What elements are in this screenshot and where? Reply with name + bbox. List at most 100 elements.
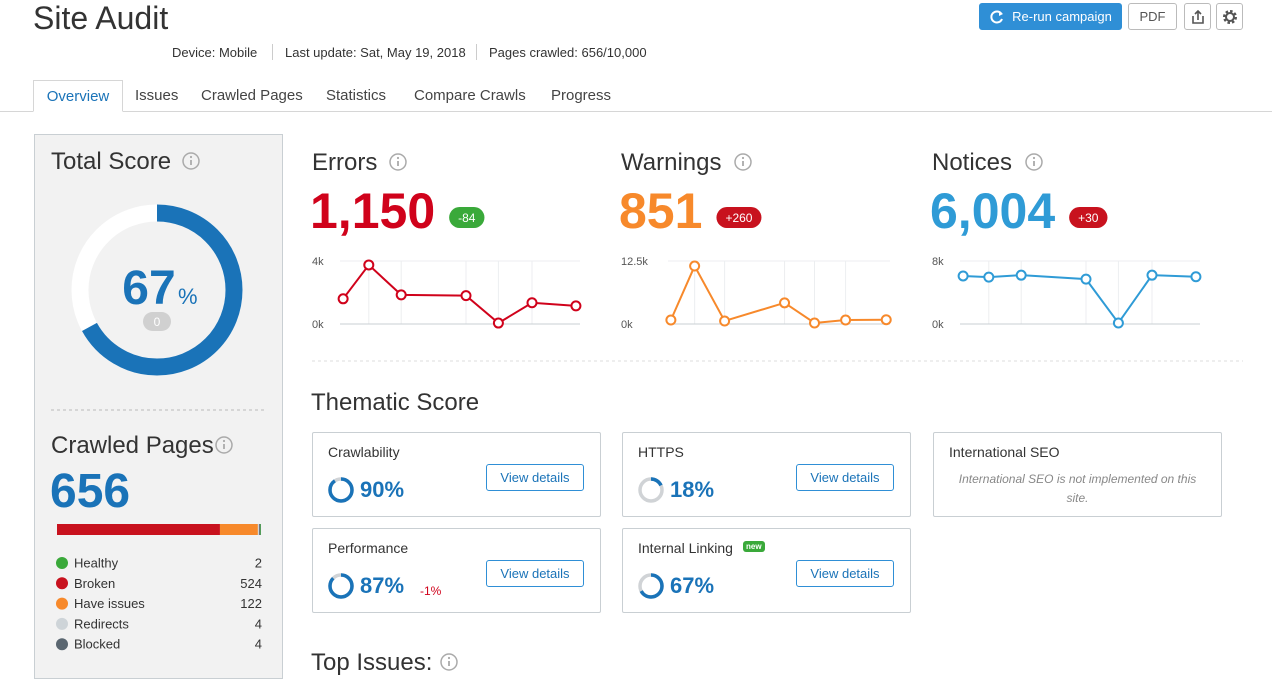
info-dot: [447, 656, 451, 660]
total-score-unit: %: [178, 284, 198, 309]
metric-point: [1190, 271, 1202, 283]
info-dot: [396, 156, 400, 160]
legend-dot: [56, 577, 68, 590]
device: Device: Mobile: [172, 45, 258, 60]
tab[interactable]: Overview: [33, 80, 123, 112]
crawled-bar-segment: [219, 524, 258, 535]
info-icon: [389, 153, 407, 171]
metric-point: [880, 314, 892, 326]
tab[interactable]: Issues: [135, 87, 179, 104]
rerun-button[interactable]: Re-run campaign: [979, 3, 1122, 30]
tab-divider: [0, 111, 1272, 112]
legend-dot: [56, 557, 68, 569]
last-update: Last update: Sat, May 19, 2018: [285, 45, 466, 60]
overview-graphics: Errors 1,150 -84 0k 4k Warnings 851 +260 0k 12.5k…: [310, 149, 1243, 676]
rerun-label: Re-run campaign: [1012, 9, 1112, 24]
metric-line: [669, 263, 887, 325]
metric-point: [363, 259, 375, 271]
share-button[interactable]: [1184, 3, 1211, 30]
chart-tick-label: 4k: [312, 256, 324, 268]
score-panel-graphics: Total Score 67 % 0 Crawled Pages 656 Healthy 2 B…: [50, 148, 265, 652]
info-circle: [1025, 153, 1043, 171]
separator: [476, 44, 477, 60]
pdf-button[interactable]: PDF: [1128, 3, 1177, 30]
metric-point: [1146, 269, 1158, 281]
card-value: 67%: [670, 573, 715, 598]
metric-point: [570, 300, 582, 312]
metric-change-badge: [449, 207, 485, 228]
metric-value: 851: [619, 183, 702, 239]
info-icon: [734, 153, 752, 171]
metric-change: -84: [458, 211, 476, 225]
card-title: International SEO: [949, 444, 1060, 460]
score-arc: [71, 204, 243, 376]
score-panel: [34, 134, 283, 679]
card-title: Internal Linking: [638, 540, 733, 556]
ring-arc: [638, 477, 664, 503]
legend-value: 4: [255, 616, 262, 631]
info-dot: [189, 155, 193, 159]
crawled-bar-segment: [257, 524, 260, 535]
chart-tick-label: 0k: [932, 319, 944, 331]
metric-value: 1,150: [310, 183, 435, 239]
thematic-card: Performance 87% -1% View details: [312, 528, 601, 613]
metric-point: [779, 297, 791, 309]
share-icon: [1191, 9, 1204, 24]
metric-change: +30: [1078, 211, 1099, 225]
view-details-button[interactable]: View details: [796, 464, 894, 491]
card-value: 18%: [670, 477, 715, 502]
pages-crawled: Pages crawled: 656/10,000: [489, 45, 647, 60]
card-title: Crawlability: [328, 444, 400, 460]
card-note: International SEO is not implemented on …: [958, 472, 1197, 505]
score-change-badge: [143, 312, 171, 331]
legend-name: Have issues: [74, 596, 145, 611]
total-score-value: 67: [122, 262, 175, 315]
crawled-pages-title: Crawled Pages: [51, 432, 214, 459]
chart-tick-label: 8k: [932, 256, 944, 268]
thematic-card: Internal Linking new 67% View details: [622, 528, 911, 613]
metric-point: [1112, 317, 1124, 329]
info-circle: [182, 152, 200, 170]
view-details-button[interactable]: View details: [796, 560, 894, 587]
metric-point: [809, 317, 821, 329]
score-ring: [638, 477, 664, 503]
info-circle: [389, 153, 407, 171]
info-dot: [222, 439, 226, 443]
tab[interactable]: Crawled Pages: [201, 87, 303, 104]
score-change: 0: [154, 315, 161, 329]
metric-point: [1080, 273, 1092, 285]
thematic-card: Crawlability 90% View details: [312, 432, 601, 517]
info-circle: [215, 436, 233, 454]
metric-point: [689, 260, 701, 272]
legend-value: 524: [240, 576, 262, 591]
view-details-button[interactable]: View details: [486, 560, 584, 587]
metric-line: [963, 274, 1196, 325]
tab[interactable]: Compare Crawls: [414, 87, 526, 104]
tab[interactable]: Progress: [551, 87, 612, 104]
info-circle: [440, 653, 458, 671]
metric-point: [526, 297, 538, 309]
metric-change: +260: [725, 211, 752, 225]
ring-arc: [638, 573, 664, 599]
tab[interactable]: Statistics: [326, 87, 387, 104]
metric-point: [492, 317, 504, 329]
metric-point: [337, 293, 349, 305]
info-dot: [741, 156, 745, 160]
crawled-bar-segment: [57, 524, 220, 535]
chart-tick-label: 0k: [621, 319, 633, 331]
legend-dot: [56, 638, 68, 651]
top-issues-title: Top Issues:: [311, 649, 432, 676]
chart-tick-label: 0k: [312, 319, 324, 331]
score-ring: [328, 573, 354, 599]
view-details-button[interactable]: View details: [486, 464, 584, 491]
page-title: Site Audit: [33, 0, 169, 36]
chart-tick-label: 12.5k: [621, 256, 648, 268]
crawled-pages-value: 656: [50, 465, 130, 518]
metric-change-badge: [716, 207, 762, 228]
settings-button[interactable]: [1216, 3, 1243, 30]
refresh-icon: [990, 10, 1004, 23]
info-icon: [182, 152, 200, 170]
info-circle: [734, 153, 752, 171]
metric-value: 6,004: [930, 183, 1055, 239]
